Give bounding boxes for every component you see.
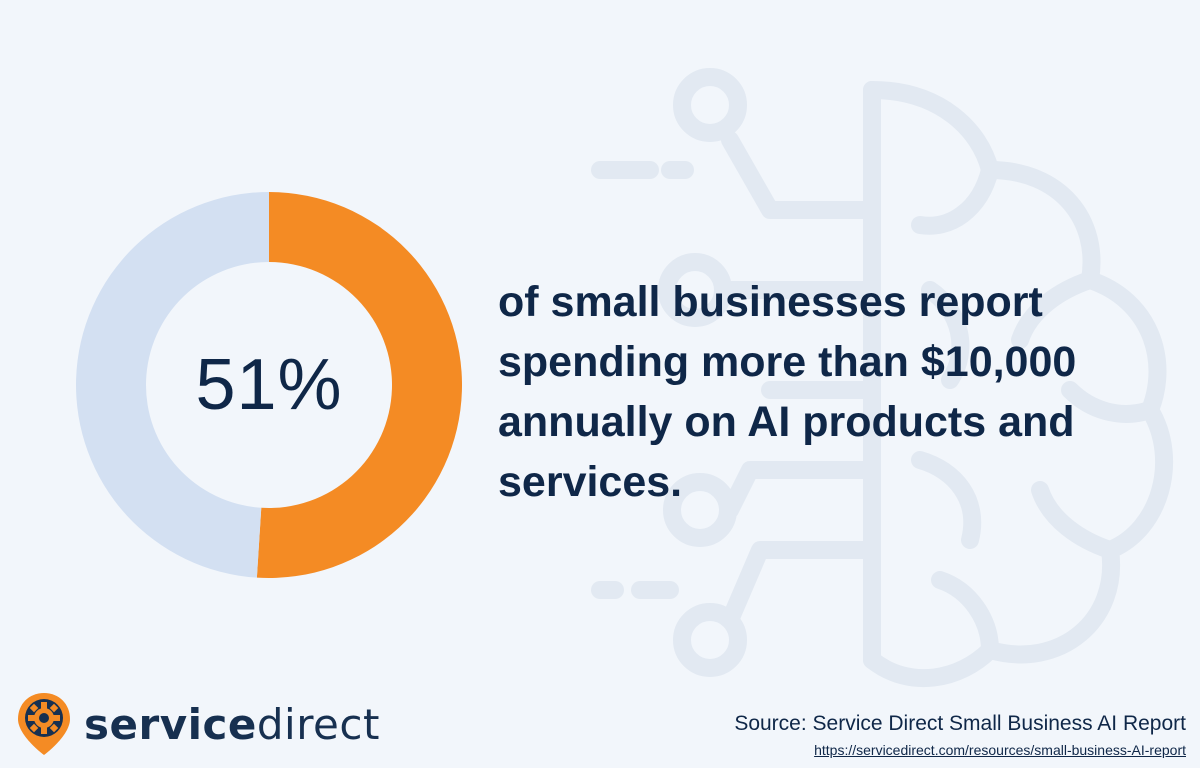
source-label: Source: Service Direct Small Business AI… xyxy=(734,712,1186,735)
headline: of small businesses report spending more… xyxy=(498,278,1077,506)
logo-wordmark: servicedirect xyxy=(84,700,380,749)
donut-svg xyxy=(76,192,463,578)
brain-circuit-icon xyxy=(591,68,1173,688)
service-direct-logo: servicedirect xyxy=(16,693,380,755)
donut-chart: 51% xyxy=(74,190,464,580)
donut-slice-1 xyxy=(76,192,270,578)
gear-pin-icon xyxy=(18,693,70,755)
logo-word-direct: direct xyxy=(256,699,380,749)
source-link[interactable]: https://servicedirect.com/resources/smal… xyxy=(814,742,1186,758)
donut-slice-0 xyxy=(256,192,463,578)
percent-value: 51% xyxy=(195,345,343,425)
logo-word-service: service xyxy=(84,699,257,749)
